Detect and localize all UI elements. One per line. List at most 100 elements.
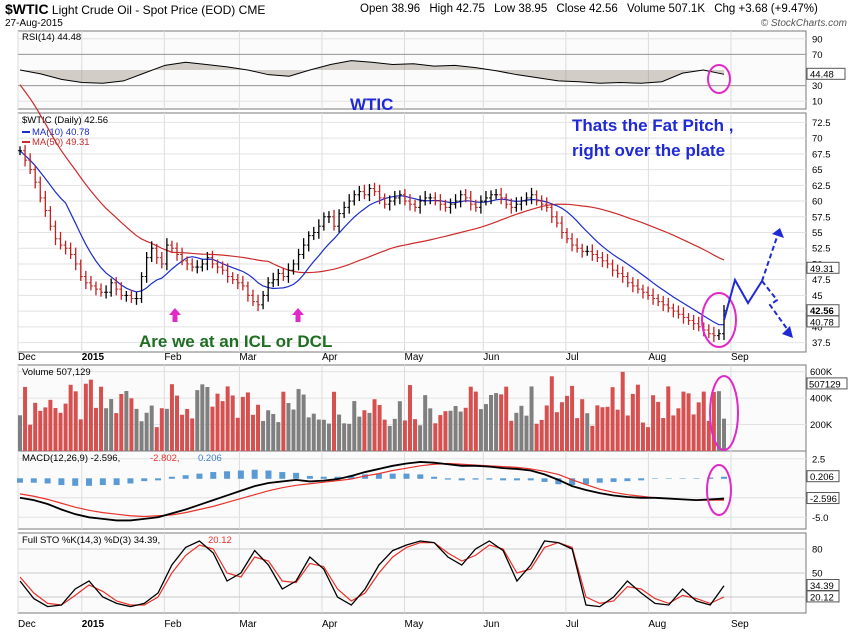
volume-bar [544,405,549,451]
volume-last-box [806,377,848,390]
price-last-label: 40.78 [810,317,834,328]
price-tick-label: 57.5 [812,212,831,223]
volume-bar [139,421,144,451]
volume-bar [458,411,463,451]
price-tick-label: 37.5 [812,338,831,349]
instrument-name: Light Crude Oil - Spot Price (EOD) [51,3,236,17]
volume-bar [296,389,301,451]
ma50-legend: MA(50) 49.31 [32,137,90,148]
volume-bar [43,407,48,451]
x-tick-label-upper: 2015 [82,352,105,363]
macd-histogram-bar [651,478,658,479]
symbol: $WTIC [5,1,49,17]
volume-bar [124,390,129,451]
volume-bar [590,425,595,451]
volume-bar [63,403,68,451]
quote-bar: Open 38.96 High 42.75 Low 38.95 Close 42… [360,3,824,15]
sto-tick-label: 80 [812,545,823,556]
rsi-tick-label: 70 [812,50,823,61]
ma50-line [19,84,725,274]
volume-bar [559,402,564,451]
volume-bar [372,399,377,451]
volume-bar [630,393,635,451]
volume-bar [220,401,225,451]
sto-last-box [806,590,840,603]
macd-histogram-bar [624,478,631,482]
volume-bar [554,412,559,451]
volume-bar [119,393,124,451]
rsi-tick-label: 10 [812,97,823,108]
volume-bar [210,406,215,451]
x-tick-label-upper: Feb [164,352,182,363]
volume-bar [362,410,367,451]
volume-bar [68,384,73,451]
volume-bar [575,418,580,451]
price-tick-label: 70 [812,134,823,145]
volume-bar [377,405,382,451]
price-tick-label: 72.5 [812,118,831,129]
volume-bar [681,391,686,451]
projection-up-arrowhead [772,228,784,238]
volume-bar [428,408,433,451]
volume-bar [23,386,28,451]
volume-bar [357,416,362,451]
volume-bar [195,390,200,451]
price-last-box [806,261,840,274]
volume-bar [397,401,402,451]
volume-bar [347,423,352,451]
macd-histogram-bar [141,478,148,482]
volume-tick-label: 600K [810,367,833,378]
macd-histogram-bar [638,478,645,481]
macd-histogram-bar [458,478,465,481]
volume-bar [646,427,651,451]
macd-histogram-bar [99,478,106,486]
macd-histogram-bar [30,478,37,483]
volume-bar [225,386,230,451]
macd-signal-line [19,462,724,518]
volume-bar [605,406,610,451]
exchange: CME [238,3,266,17]
projection-down-dashed [761,280,791,334]
price-last-label: 49.31 [810,264,834,275]
volume-bar [230,395,235,451]
volume-bar [33,402,38,451]
x-tick-label-lower: Dec [18,619,36,630]
projection-up-dashed [761,227,781,282]
macd-histogram-bar [582,478,589,485]
x-tick-label-lower: 2015 [82,619,105,630]
sto-d-legend: 20.12 [208,535,232,546]
macd-histogram-bar [306,475,313,479]
macd-histogram-bar [127,478,134,484]
volume-bar [38,410,43,451]
volume-bar [706,420,711,451]
macd-histogram-bar [320,476,327,479]
macd-histogram-bar [721,476,727,479]
volume-bar [326,423,331,451]
macd-histogram-bar [17,478,23,483]
macd-signal-legend: -2.802, [150,453,180,464]
macd-histogram-bar [500,478,507,481]
volume-bar [109,399,114,451]
x-tick-label-lower: May [404,619,423,630]
volume-bar [306,417,311,451]
volume-bar [595,405,600,451]
ma10-line [19,150,725,326]
chart-title: $WTIC Light Crude Oil - Spot Price (EOD)… [5,1,265,17]
volume-bar [716,391,721,451]
x-tick-label-upper: Jul [566,352,579,363]
x-tick-label-upper: Jun [483,352,499,363]
volume-bar [200,384,205,451]
volume-bar [407,385,412,451]
volume-bar [701,391,706,451]
volume-bar [539,419,544,451]
price-last-box [806,315,840,328]
volume-bar [494,393,499,451]
macd-histogram-bar [293,472,300,479]
quote-close: Close 42.56 [556,3,618,15]
volume-bar [53,408,58,451]
macd-histogram-bar [486,478,493,480]
volume-bar [185,408,190,451]
volume-bar [691,414,696,451]
volume-bar [83,383,88,451]
